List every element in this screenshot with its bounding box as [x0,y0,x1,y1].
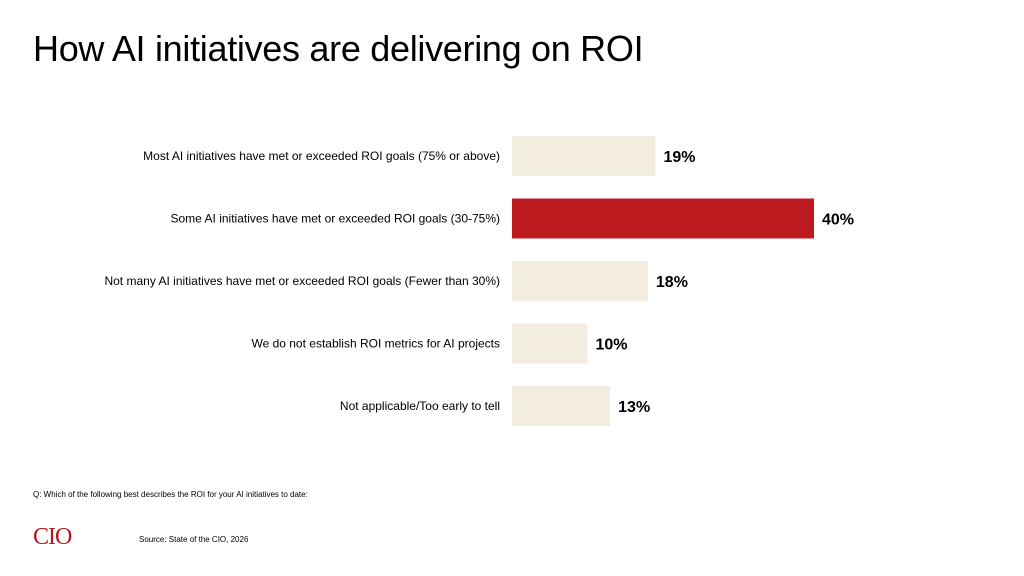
category-label: Some AI initiatives have met or exceeded… [171,212,501,226]
bar [512,198,814,239]
page-title: How AI initiatives are delivering on ROI [33,28,644,69]
category-label: Most AI initiatives have met or exceeded… [143,149,500,163]
value-label: 13% [618,399,650,416]
value-label: 19% [663,149,695,166]
value-label: 40% [822,212,854,229]
cio-logo: CIO [33,524,72,550]
survey-question: Q: Which of the following best describes… [33,490,308,499]
category-label: We do not establish ROI metrics for AI p… [251,337,500,351]
bar [512,323,588,364]
bar [512,261,648,301]
category-label: Not many AI initiatives have met or exce… [104,274,500,288]
value-label: 10% [596,337,628,354]
bar [512,386,611,426]
value-label: 18% [656,274,688,291]
source-note: Source: State of the CIO, 2026 [139,535,249,544]
category-label: Not applicable/Too early to tell [340,399,500,413]
bar [512,136,656,176]
